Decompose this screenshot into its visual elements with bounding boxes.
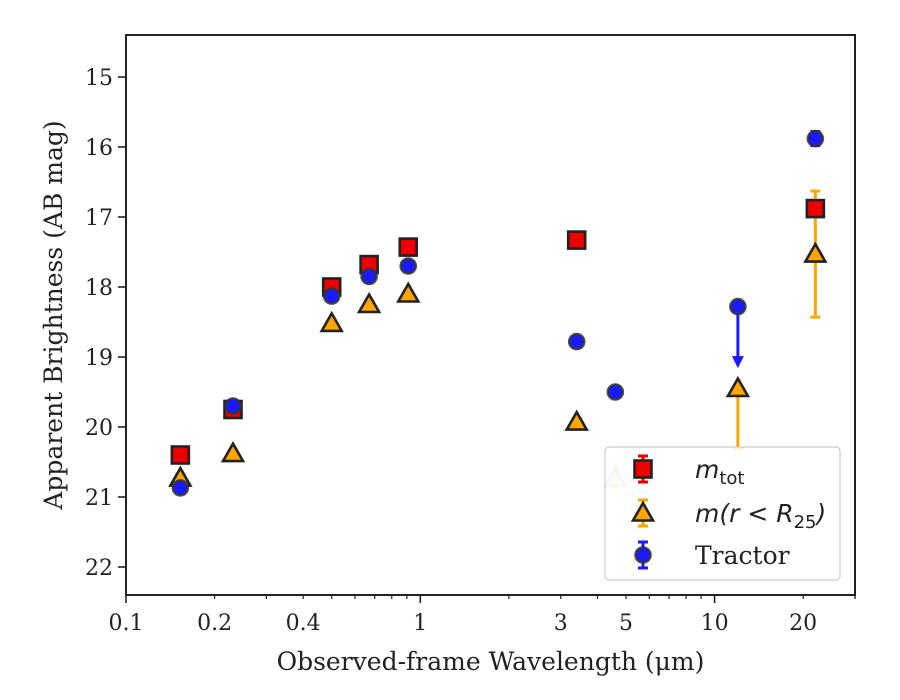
- legend-label: m(r < R25): [695, 499, 826, 533]
- legend-label-main: Tractor: [695, 541, 790, 570]
- marker-triangle: [803, 241, 828, 263]
- marker-triangle: [220, 440, 246, 463]
- x-tick-label: 1: [413, 611, 427, 636]
- y-tick-label: 18: [85, 276, 113, 301]
- marker-square: [170, 445, 191, 465]
- marker-circle: [224, 397, 242, 415]
- marker-circle: [729, 297, 747, 316]
- legend-label-main: m: [695, 455, 719, 484]
- data-point: [170, 445, 191, 465]
- data-point: [805, 198, 826, 219]
- marker-circle: [171, 479, 190, 497]
- y-axis-title: Apparent Brightness (AB mag): [39, 120, 68, 510]
- data-point: [395, 281, 421, 303]
- legend-box: [604, 446, 841, 581]
- data-point: [564, 409, 589, 431]
- marker-square: [398, 237, 419, 257]
- legend-item-m-r-r25: m(r < R25): [630, 498, 826, 533]
- data-point: [398, 237, 419, 257]
- data-point: [399, 257, 418, 275]
- x-tick-label: 0.4: [286, 611, 321, 636]
- y-tick-label: 19: [85, 346, 113, 371]
- marker-triangle: [395, 281, 421, 303]
- legend-item-m-tot: mtot: [633, 454, 745, 489]
- data-point: [806, 129, 825, 148]
- y-tick-label: 17: [85, 206, 113, 231]
- marker-circle: [606, 383, 625, 401]
- y-tick-label: 22: [85, 556, 113, 581]
- y-axis: 15 16 17 18 19 20 21 22: [85, 66, 126, 581]
- x-tick-label: 10: [701, 611, 729, 636]
- x-tick-label: 20: [789, 611, 817, 636]
- marker-circle: [806, 129, 825, 148]
- legend: mtot m(r < R25) Tractor: [604, 446, 841, 581]
- legend-label-main: m(r < R: [695, 499, 794, 528]
- legend-marker-circle: [634, 546, 652, 564]
- legend-label: mtot: [695, 455, 745, 489]
- legend-label-subscript: tot: [719, 468, 744, 489]
- legend-marker-square: [633, 459, 653, 479]
- marker-triangle: [725, 375, 751, 398]
- marker-circle: [360, 267, 378, 286]
- y-tick-label: 20: [85, 416, 113, 441]
- data-point: [606, 383, 625, 401]
- data-point: [566, 230, 587, 250]
- marker-square: [566, 230, 587, 250]
- y-tick-label: 21: [85, 486, 113, 511]
- marker-circle: [567, 332, 586, 351]
- x-tick-label: 0.2: [197, 611, 232, 636]
- legend-item-tractor: Tractor: [634, 540, 790, 570]
- data-point: [220, 440, 246, 463]
- y-tick-label: 16: [85, 136, 113, 161]
- series-tractor: [171, 129, 825, 497]
- data-point: [360, 267, 378, 286]
- data-point: [356, 291, 382, 314]
- marker-square: [805, 198, 826, 219]
- x-axis-title: Observed-frame Wavelength (μm): [277, 647, 705, 676]
- marker-triangle: [356, 291, 382, 314]
- data-point: [319, 310, 344, 333]
- plot-frame: [125, 34, 856, 596]
- marker-circle: [399, 257, 418, 275]
- data-point: [729, 297, 747, 369]
- legend-label-tail: ): [815, 499, 827, 528]
- data-point: [567, 332, 586, 351]
- x-tick-label: 5: [619, 611, 633, 636]
- marker-triangle: [564, 409, 589, 431]
- marker-circle: [322, 287, 341, 305]
- x-tick-label: 0.1: [109, 611, 144, 636]
- x-tick-label: 3: [554, 611, 568, 636]
- data-point: [322, 287, 341, 305]
- data-marks: [168, 129, 828, 497]
- data-point: [171, 479, 190, 497]
- x-axis: 0.1 0.2 0.4 1 3 5 10 20: [109, 595, 856, 636]
- legend-marker-triangle: [630, 500, 656, 522]
- legend-label: Tractor: [695, 541, 790, 570]
- marker-triangle: [319, 310, 344, 333]
- upper-limit-arrow-head: [731, 356, 744, 369]
- legend-label-subscript: 25: [794, 512, 817, 533]
- data-point: [224, 397, 242, 415]
- y-tick-label: 15: [85, 66, 113, 91]
